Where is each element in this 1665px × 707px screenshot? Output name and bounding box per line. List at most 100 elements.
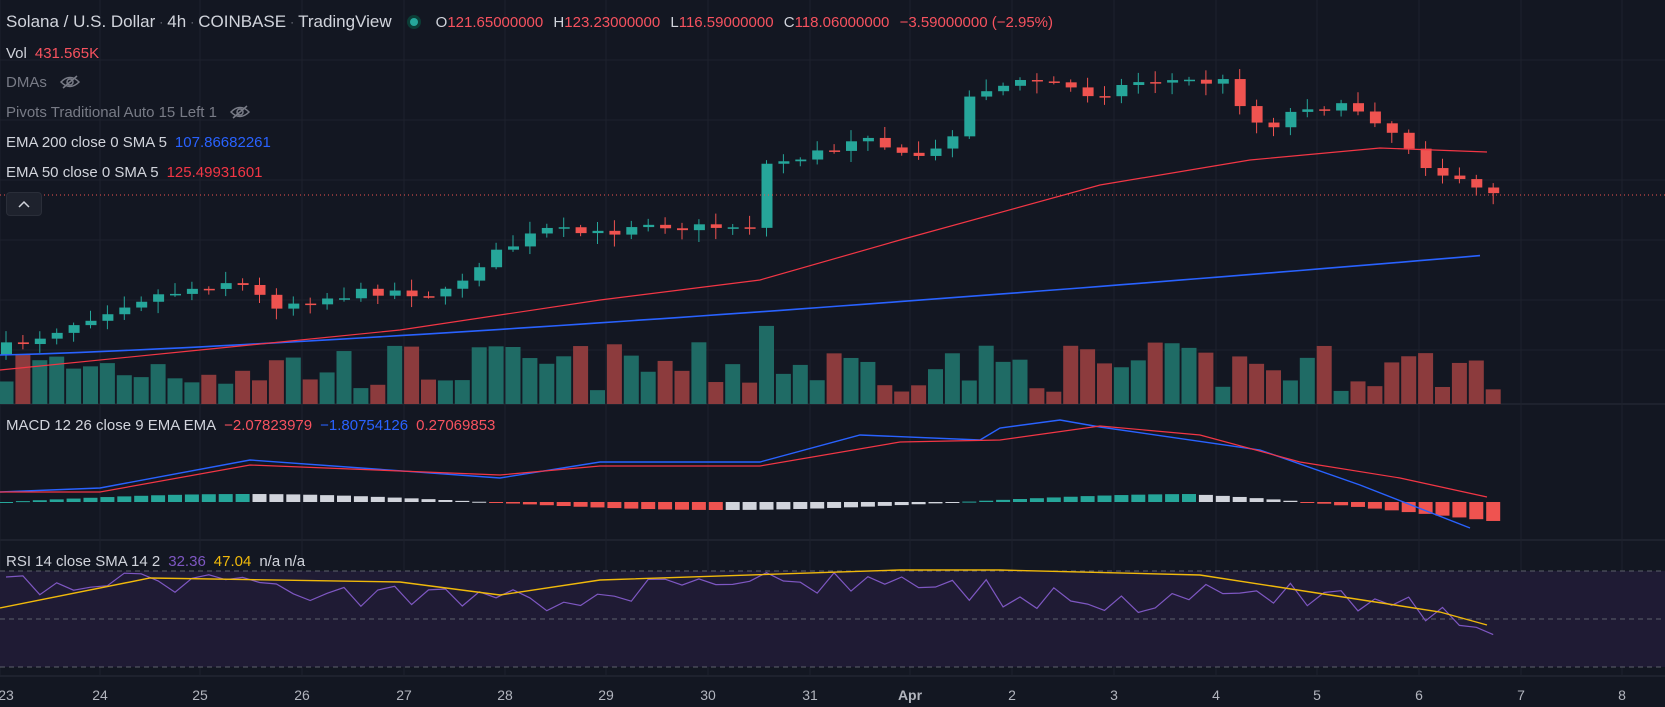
macd-histogram-bar bbox=[1367, 502, 1382, 509]
macd-histogram-bar bbox=[134, 495, 149, 502]
candle bbox=[1488, 187, 1500, 194]
volume-bar bbox=[404, 346, 420, 404]
macd-histogram-bar bbox=[404, 498, 419, 502]
volume-bar bbox=[1198, 352, 1214, 404]
candle bbox=[812, 150, 824, 160]
candle bbox=[541, 227, 553, 234]
candle bbox=[85, 320, 97, 326]
volume-bar bbox=[759, 325, 774, 404]
ema200-line bbox=[0, 254, 1481, 356]
candle bbox=[1099, 96, 1111, 98]
exchange-label: COINBASE bbox=[198, 12, 287, 31]
time-axis-label: 5 bbox=[1313, 687, 1321, 703]
ema200-name: EMA 200 close 0 SMA 5 bbox=[6, 133, 167, 151]
candle bbox=[203, 288, 215, 291]
candle bbox=[305, 303, 317, 306]
macd-histogram-bar bbox=[793, 502, 808, 509]
macd-histogram-bar bbox=[691, 502, 706, 510]
macd-histogram-bar bbox=[725, 502, 740, 510]
volume-bar bbox=[0, 381, 14, 404]
macd-histogram-bar bbox=[860, 502, 875, 507]
candle bbox=[237, 283, 249, 285]
macd-histogram-bar bbox=[506, 502, 520, 504]
market-status-icon[interactable] bbox=[406, 14, 422, 30]
candle bbox=[1234, 79, 1246, 107]
legend-pivots[interactable]: Pivots Traditional Auto 15 Left 1 bbox=[6, 102, 251, 122]
volume-bar bbox=[1485, 389, 1501, 404]
macd-histogram-bar bbox=[0, 502, 13, 503]
volume-bar bbox=[1333, 390, 1349, 404]
volume-bar bbox=[1029, 388, 1045, 404]
volume-bar bbox=[708, 382, 724, 404]
macd-histogram-bar bbox=[894, 502, 909, 506]
legend-dmas[interactable]: DMAs bbox=[6, 72, 81, 92]
volume-bar bbox=[1384, 362, 1400, 404]
candle bbox=[896, 147, 908, 153]
macd-histogram-bar bbox=[1486, 502, 1501, 521]
volume-bar bbox=[1130, 360, 1146, 404]
macd-histogram-bar bbox=[1165, 494, 1180, 502]
source-label: TradingView bbox=[298, 12, 392, 31]
candle bbox=[1386, 123, 1398, 133]
vol-value: 431.565K bbox=[34, 44, 100, 62]
candle bbox=[1268, 122, 1280, 128]
chart-title-row: Solana / U.S. Dollar · 4h · COINBASE · T… bbox=[6, 12, 1059, 32]
hidden-eye-icon[interactable] bbox=[59, 75, 81, 89]
volume-bar bbox=[606, 344, 622, 404]
time-axis-label: 29 bbox=[598, 687, 614, 703]
macd-histogram-bar bbox=[1148, 494, 1163, 502]
volume-bar bbox=[252, 380, 267, 404]
candle bbox=[947, 136, 959, 149]
volume-bar bbox=[437, 380, 453, 404]
candle bbox=[981, 91, 993, 97]
symbol-name[interactable]: Solana / U.S. Dollar bbox=[6, 12, 156, 31]
candle bbox=[1437, 168, 1449, 176]
macd-histogram-bar bbox=[624, 502, 639, 509]
legend-macd[interactable]: MACD 12 26 close 9 EMA EMA −2.07823979 −… bbox=[6, 415, 495, 435]
candle bbox=[1031, 80, 1043, 82]
volume-bar bbox=[319, 372, 335, 404]
collapse-legend-button[interactable] bbox=[6, 192, 42, 216]
close-key: C bbox=[783, 13, 795, 31]
volume-bar bbox=[1299, 357, 1315, 404]
candle bbox=[1353, 103, 1364, 112]
candle bbox=[440, 288, 452, 297]
macd-histogram-bar bbox=[1131, 494, 1146, 502]
legend-ema50[interactable]: EMA 50 close 0 SMA 5 125.49931601 bbox=[6, 162, 263, 182]
macd-histogram-bar bbox=[353, 496, 368, 502]
candle bbox=[254, 284, 266, 295]
legend-ema200[interactable]: EMA 200 close 0 SMA 5 107.86682261 bbox=[6, 132, 271, 152]
volume-bar bbox=[539, 363, 555, 404]
macd-histogram-bar bbox=[66, 498, 81, 502]
candle bbox=[1167, 80, 1179, 83]
legend-rsi[interactable]: RSI 14 close SMA 14 2 32.36 47.04 n/a n/… bbox=[6, 551, 305, 571]
candle bbox=[288, 303, 300, 309]
macd-histogram-bar bbox=[1215, 495, 1230, 502]
candle bbox=[558, 227, 570, 229]
volume-bar bbox=[556, 356, 572, 404]
macd-histogram-bar bbox=[708, 502, 723, 510]
volume-bar bbox=[809, 380, 825, 404]
candle bbox=[660, 224, 672, 229]
interval-label[interactable]: 4h bbox=[167, 12, 187, 31]
candle bbox=[51, 332, 63, 339]
macd-histogram-bar bbox=[1469, 502, 1484, 520]
hidden-eye-icon[interactable] bbox=[229, 105, 251, 119]
candle bbox=[609, 230, 621, 235]
volume-bar bbox=[1063, 345, 1079, 404]
macd-histogram-bar bbox=[15, 501, 30, 503]
candle bbox=[423, 296, 435, 298]
candle bbox=[355, 288, 367, 299]
volume-bar bbox=[505, 346, 521, 404]
volume-bar bbox=[894, 391, 910, 404]
rsi-line bbox=[5, 571, 1494, 636]
time-axis-label: 23 bbox=[0, 687, 14, 703]
macd-histogram-bar bbox=[184, 494, 199, 502]
macd-histogram-bar bbox=[928, 502, 943, 504]
legend-vol[interactable]: Vol 431.565K bbox=[6, 43, 99, 63]
candle bbox=[761, 163, 773, 228]
macd-signal-line bbox=[0, 425, 1488, 498]
candle bbox=[1285, 111, 1297, 128]
ema50-value: 125.49931601 bbox=[166, 163, 263, 181]
